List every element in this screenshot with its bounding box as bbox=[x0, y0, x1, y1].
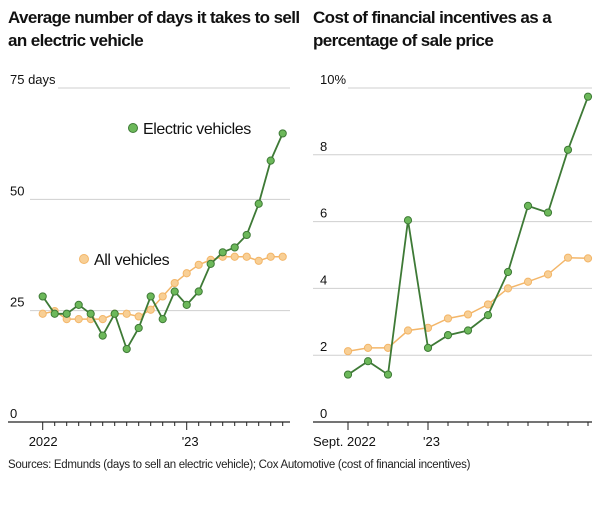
ev-data-point bbox=[583, 92, 593, 101]
all-data-point bbox=[182, 269, 191, 278]
ev-data-point bbox=[122, 344, 131, 354]
ev-data-point bbox=[62, 309, 71, 318]
x-tick-label: 2022 bbox=[29, 434, 58, 449]
all-data-point bbox=[543, 270, 553, 279]
ev-data-point bbox=[403, 216, 413, 225]
ev-data-point bbox=[523, 201, 533, 211]
x-tick-label: '23 bbox=[423, 434, 440, 449]
all-data-point bbox=[266, 252, 275, 261]
all-series-line bbox=[347, 256, 589, 352]
all-data-point bbox=[483, 300, 493, 309]
y-tick-label: 25 bbox=[10, 295, 24, 310]
all-data-point bbox=[563, 253, 573, 262]
y-tick-label: 75 days bbox=[10, 72, 56, 87]
all-data-point bbox=[194, 260, 203, 269]
ev-data-point bbox=[50, 309, 59, 318]
legend-ev-label: Electric vehicles bbox=[143, 121, 251, 138]
ev-data-point bbox=[363, 357, 373, 366]
left-chart-title: Average number of days it takes to sell … bbox=[8, 8, 300, 50]
ev-data-point bbox=[218, 248, 227, 257]
all-data-point bbox=[158, 292, 167, 301]
y-tick-label: 2 bbox=[320, 339, 327, 354]
ev-data-point bbox=[343, 370, 353, 379]
ev-data-point bbox=[543, 208, 553, 217]
ev-data-point bbox=[443, 331, 453, 340]
all-data-point bbox=[122, 309, 131, 318]
ev-data-point bbox=[194, 287, 203, 296]
ev-data-point bbox=[503, 267, 513, 277]
legend-all-marker bbox=[79, 254, 89, 264]
ev-data-point bbox=[563, 145, 573, 154]
right-chart-title: Cost of financial incentives as a percen… bbox=[313, 8, 552, 50]
all-data-point bbox=[230, 252, 239, 261]
ev-data-point bbox=[254, 199, 263, 208]
ev-data-point bbox=[423, 343, 433, 352]
ev-data-point bbox=[158, 315, 167, 324]
ev-data-point bbox=[110, 309, 119, 318]
y-tick-label: 6 bbox=[320, 206, 327, 221]
all-data-point bbox=[38, 309, 47, 318]
ev-data-point bbox=[170, 287, 179, 296]
ev-data-point bbox=[74, 300, 83, 309]
legend-ev-marker bbox=[128, 123, 138, 133]
ev-data-point bbox=[463, 326, 473, 335]
all-data-point bbox=[98, 315, 107, 324]
all-data-point bbox=[403, 326, 413, 335]
ev-data-point bbox=[483, 311, 493, 320]
ev-data-point bbox=[206, 259, 215, 269]
x-tick-label: Sept. 2022 bbox=[313, 434, 376, 449]
all-data-point bbox=[278, 252, 287, 261]
all-data-point bbox=[146, 305, 155, 314]
ev-data-point bbox=[146, 292, 155, 301]
ev-data-point bbox=[86, 309, 95, 318]
y-tick-label: 8 bbox=[320, 139, 327, 154]
all-data-point bbox=[363, 343, 373, 352]
all-data-point bbox=[254, 256, 263, 265]
y-tick-label: 4 bbox=[320, 272, 327, 287]
all-data-point bbox=[583, 254, 593, 263]
ev-data-point bbox=[182, 300, 191, 309]
ev-data-point bbox=[230, 243, 239, 252]
all-data-point bbox=[343, 347, 353, 356]
y-tick-label: 10% bbox=[320, 72, 346, 87]
all-data-point bbox=[74, 315, 83, 324]
all-data-point bbox=[170, 278, 179, 288]
ev-data-point bbox=[38, 292, 47, 301]
all-data-point bbox=[242, 252, 251, 261]
ev-data-point bbox=[134, 323, 143, 333]
x-tick-label: '23 bbox=[182, 434, 199, 449]
source-note: Sources: Edmunds (days to sell an electr… bbox=[8, 459, 471, 471]
legend-all-label: All vehicles bbox=[94, 252, 170, 269]
ev-data-point bbox=[242, 230, 251, 240]
ev-data-point bbox=[383, 370, 393, 379]
all-data-point bbox=[523, 277, 533, 286]
ev-data-point bbox=[278, 129, 287, 138]
y-tick-label: 50 bbox=[10, 183, 24, 198]
y-tick-label: 0 bbox=[10, 406, 17, 421]
all-data-point bbox=[503, 284, 513, 293]
all-data-point bbox=[443, 314, 453, 323]
ev-data-point bbox=[266, 156, 275, 165]
ev-data-point bbox=[98, 331, 107, 340]
all-data-point bbox=[463, 310, 473, 319]
y-tick-label: 0 bbox=[320, 406, 327, 421]
